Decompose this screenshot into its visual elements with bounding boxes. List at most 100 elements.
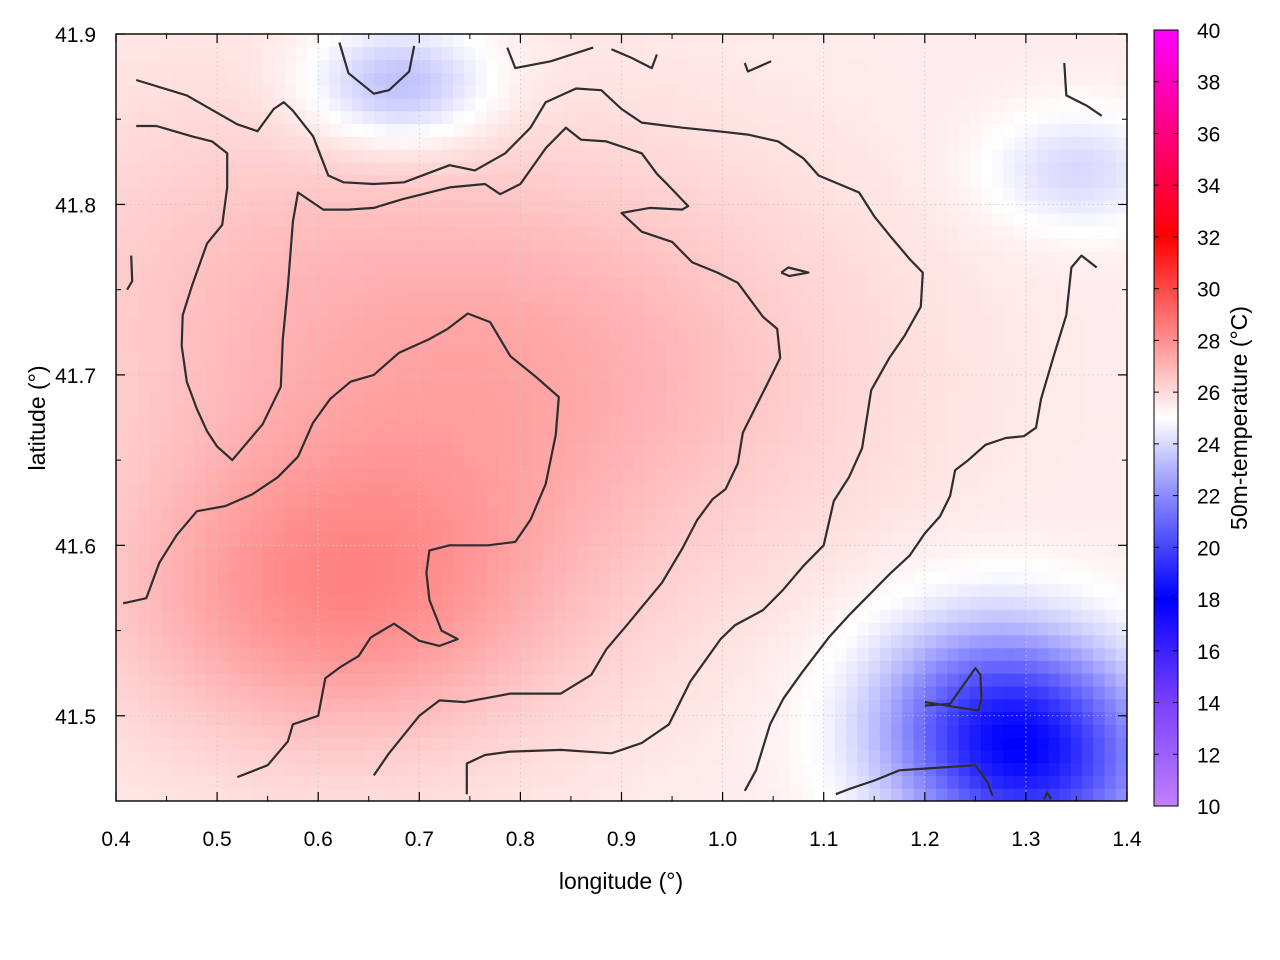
- heatmap-cell: [1093, 455, 1106, 470]
- heatmap-cell: [868, 276, 881, 291]
- heatmap-cell: [116, 302, 128, 316]
- heatmap-cell: [441, 788, 454, 801]
- heatmap-cell: [1003, 455, 1016, 470]
- heatmap-cell: [879, 340, 892, 355]
- heatmap-cell: [643, 149, 656, 163]
- heatmap-cell: [531, 174, 544, 188]
- heatmap-cell: [250, 430, 263, 444]
- heatmap-cell: [306, 749, 319, 764]
- heatmap-cell: [228, 161, 241, 176]
- heatmap-cell: [1104, 596, 1117, 610]
- heatmap-cell: [767, 519, 780, 534]
- heatmap-cell: [666, 749, 679, 764]
- heatmap-cell: [958, 289, 971, 304]
- heatmap-cell: [992, 519, 1005, 534]
- heatmap-cell: [643, 788, 656, 801]
- heatmap-cell: [486, 340, 499, 355]
- heatmap-cell: [565, 481, 578, 495]
- heatmap-cell: [801, 212, 814, 227]
- heatmap-cell: [340, 737, 353, 751]
- heatmap-cell: [621, 366, 634, 380]
- heatmap-cell: [318, 264, 331, 278]
- heatmap-cell: [722, 97, 735, 112]
- heatmap-cell: [1082, 302, 1094, 316]
- heatmap-cell: [610, 685, 623, 700]
- heatmap-cell: [239, 660, 252, 674]
- heatmap-cell: [250, 519, 263, 534]
- heatmap-cell: [486, 225, 499, 240]
- heatmap-cell: [992, 596, 1005, 610]
- heatmap-cell: [430, 85, 443, 99]
- heatmap-cell: [228, 468, 241, 483]
- heatmap-cell: [846, 762, 858, 777]
- heatmap-cell: [363, 161, 375, 176]
- heatmap-cell: [722, 123, 735, 137]
- heatmap-cell: [913, 519, 926, 534]
- heatmap-cell: [902, 391, 915, 406]
- heatmap-cell: [531, 187, 544, 201]
- heatmap-cell: [475, 225, 488, 240]
- heatmap-cell: [980, 212, 993, 227]
- heatmap-cell: [1059, 443, 1072, 457]
- heatmap-cell: [1014, 110, 1027, 125]
- heatmap-cell: [722, 788, 735, 801]
- heatmap-cell: [666, 417, 679, 431]
- heatmap-cell: [194, 468, 207, 483]
- heatmap-cell: [879, 519, 892, 534]
- heatmap-cell: [306, 558, 319, 572]
- heatmap-cell: [419, 583, 432, 598]
- heatmap-cell: [1048, 238, 1061, 252]
- heatmap-cell: [1070, 251, 1083, 265]
- heatmap-cell: [138, 251, 151, 265]
- heatmap-cell: [643, 161, 656, 176]
- heatmap-cell: [913, 724, 926, 738]
- heatmap-cell: [374, 97, 387, 112]
- heatmap-cell: [711, 97, 724, 112]
- heatmap-cell: [441, 583, 454, 598]
- heatmap-cell: [980, 315, 993, 329]
- heatmap-cell: [1082, 570, 1094, 585]
- heatmap-cell: [891, 379, 903, 393]
- heatmap-cell: [879, 212, 892, 227]
- heatmap-cell: [1048, 161, 1061, 176]
- heatmap-cell: [980, 340, 993, 355]
- heatmap-cell: [183, 673, 196, 687]
- heatmap-cell: [441, 149, 454, 163]
- heatmap-cell: [834, 647, 847, 661]
- heatmap-cell: [464, 404, 477, 419]
- heatmap-cell: [205, 519, 218, 534]
- heatmap-cell: [205, 340, 218, 355]
- heatmap-cell: [711, 558, 724, 572]
- heatmap-cell: [790, 123, 802, 137]
- heatmap-cell: [486, 97, 499, 112]
- heatmap-cell: [1115, 775, 1127, 789]
- heatmap-cell: [509, 737, 521, 751]
- heatmap-cell: [688, 481, 701, 495]
- heatmap-cell: [340, 238, 353, 252]
- heatmap-cell: [655, 494, 668, 508]
- heatmap-cell: [295, 110, 308, 125]
- heatmap-cell: [127, 391, 140, 406]
- heatmap-cell: [992, 251, 1005, 265]
- heatmap-cell: [385, 455, 398, 470]
- heatmap-cell: [599, 775, 611, 789]
- heatmap-cell: [587, 85, 600, 99]
- heatmap-cell: [239, 647, 252, 661]
- heatmap-cell: [497, 647, 510, 661]
- heatmap-cell: [587, 187, 600, 201]
- heatmap-cell: [587, 353, 600, 367]
- heatmap-cell: [1093, 609, 1106, 623]
- heatmap-cell: [969, 315, 982, 329]
- heatmap-cell: [891, 698, 903, 713]
- heatmap-cell: [834, 711, 847, 725]
- heatmap-cell: [149, 200, 162, 214]
- heatmap-cell: [610, 251, 623, 265]
- heatmap-cell: [172, 737, 184, 751]
- heatmap-cell: [801, 225, 814, 240]
- heatmap-cell: [1115, 417, 1127, 431]
- heatmap-cell: [138, 200, 151, 214]
- heatmap-cell: [430, 737, 443, 751]
- heatmap-cell: [677, 494, 690, 508]
- heatmap-cell: [520, 737, 533, 751]
- heatmap-cell: [655, 583, 668, 598]
